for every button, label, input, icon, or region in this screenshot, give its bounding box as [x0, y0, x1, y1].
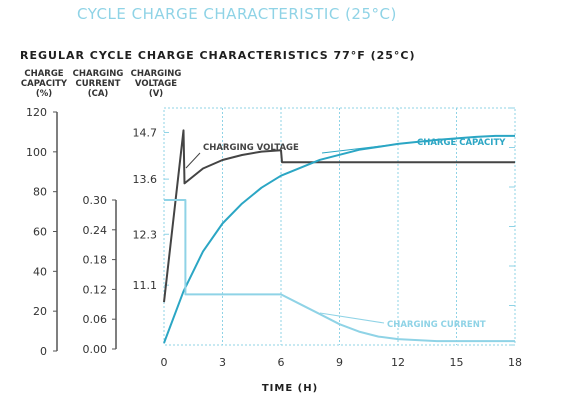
axis-header-voltage: CHARGING — [131, 69, 182, 79]
voltage-tick-label: 13.6 — [133, 173, 158, 186]
current-tick-label: 0.00 — [83, 343, 108, 356]
x-tick-label: 15 — [450, 356, 464, 369]
x-tick-label: 3 — [219, 356, 226, 369]
axis-header-current: CURRENT — [76, 79, 121, 89]
capacity-tick-label: 100 — [26, 146, 47, 159]
series-line-charge-capacity — [163, 134, 515, 344]
x-tick-label: 18 — [508, 356, 522, 369]
axis-header-current: (CA) — [88, 89, 109, 99]
capacity-tick-label: 40 — [33, 265, 47, 278]
capacity-tick-label: 60 — [33, 226, 47, 239]
current-tick-label: 0.24 — [83, 224, 108, 237]
axis-header-capacity: CHARGE — [24, 69, 63, 79]
series-label-charging-current: CHARGING CURRENT — [387, 320, 486, 330]
series-leader-charging-current — [319, 312, 385, 324]
capacity-tick-label: 80 — [33, 186, 47, 199]
current-tick-label: 0.18 — [83, 254, 108, 267]
axis-header-voltage: VOLTAGE — [135, 79, 177, 89]
x-axis-label: TIME (H) — [262, 383, 318, 394]
capacity-tick-label: 0 — [40, 345, 47, 358]
axis-header-capacity: CAPACITY — [21, 79, 68, 89]
axis-header-voltage: (V) — [149, 89, 163, 99]
axis-header-capacity: (%) — [36, 89, 52, 99]
series-label-charge-capacity: CHARGE CAPACITY — [417, 138, 506, 148]
chart-title: REGULAR CYCLE CHARGE CHARACTERISTICS 77°… — [20, 49, 416, 62]
current-tick-label: 0.12 — [83, 283, 108, 296]
x-tick-label: 0 — [161, 356, 168, 369]
series-leader-charge-capacity — [321, 141, 415, 154]
series-line-charging-current — [164, 199, 515, 343]
series-leader-charging-voltage — [185, 152, 201, 169]
series-line-charging-voltage — [163, 129, 515, 303]
voltage-tick-label: 12.3 — [133, 228, 158, 241]
x-tick-label: 9 — [336, 356, 343, 369]
x-tick-label: 6 — [278, 356, 285, 369]
capacity-tick-label: 20 — [33, 305, 47, 318]
page-header: CYCLE CHARGE CHARACTERISTIC (25°C) — [77, 5, 397, 23]
series-label-charging-voltage: CHARGING VOLTAGE — [203, 143, 299, 153]
current-tick-label: 0.06 — [83, 313, 108, 326]
capacity-tick-label: 120 — [26, 106, 47, 119]
voltage-tick-label: 11.1 — [133, 279, 158, 292]
axis-header-current: CHARGING — [73, 69, 124, 79]
current-tick-label: 0.30 — [83, 194, 108, 207]
x-tick-label: 12 — [391, 356, 405, 369]
voltage-tick-label: 14.7 — [133, 126, 158, 139]
